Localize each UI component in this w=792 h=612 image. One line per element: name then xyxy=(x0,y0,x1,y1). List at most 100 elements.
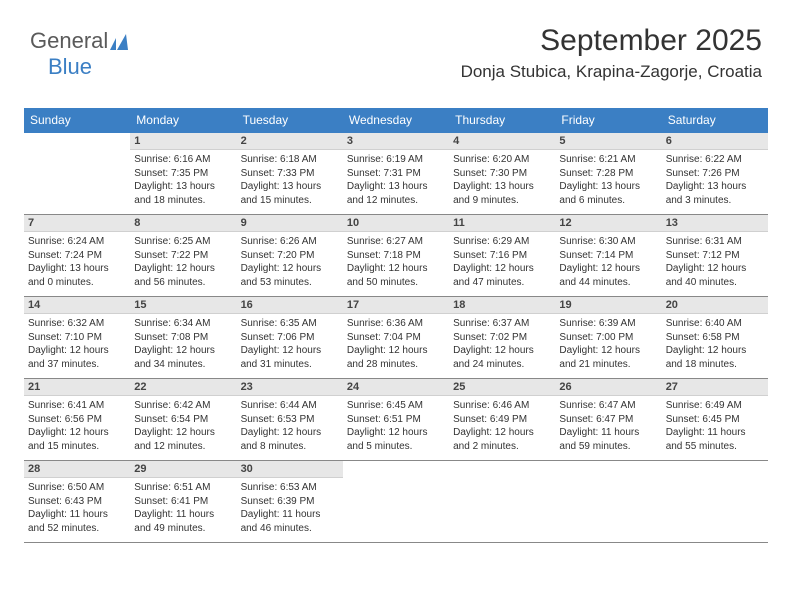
day-number: 15 xyxy=(130,297,236,314)
calendar-day-cell: 26Sunrise: 6:47 AMSunset: 6:47 PMDayligh… xyxy=(555,379,661,461)
sunset-text: Sunset: 6:53 PM xyxy=(241,413,339,427)
day-details: Sunrise: 6:51 AMSunset: 6:41 PMDaylight:… xyxy=(130,478,236,539)
day-details: Sunrise: 6:40 AMSunset: 6:58 PMDaylight:… xyxy=(662,314,768,375)
calendar-day-cell: 6Sunrise: 6:22 AMSunset: 7:26 PMDaylight… xyxy=(662,133,768,215)
sunset-text: Sunset: 6:43 PM xyxy=(28,495,126,509)
day-number: 26 xyxy=(555,379,661,396)
calendar-day-cell: 29Sunrise: 6:51 AMSunset: 6:41 PMDayligh… xyxy=(130,461,236,543)
sunset-text: Sunset: 7:10 PM xyxy=(28,331,126,345)
sunset-text: Sunset: 7:33 PM xyxy=(241,167,339,181)
brand-part2: Blue xyxy=(48,54,92,79)
daylight-text: Daylight: 13 hours and 15 minutes. xyxy=(241,180,339,207)
daylight-text: Daylight: 13 hours and 6 minutes. xyxy=(559,180,657,207)
sunset-text: Sunset: 6:47 PM xyxy=(559,413,657,427)
sunrise-text: Sunrise: 6:21 AM xyxy=(559,153,657,167)
day-number: 19 xyxy=(555,297,661,314)
daylight-text: Daylight: 12 hours and 18 minutes. xyxy=(666,344,764,371)
day-number: 11 xyxy=(449,215,555,232)
sunset-text: Sunset: 6:49 PM xyxy=(453,413,551,427)
day-number: 17 xyxy=(343,297,449,314)
sunset-text: Sunset: 7:26 PM xyxy=(666,167,764,181)
day-number: 23 xyxy=(237,379,343,396)
sunrise-text: Sunrise: 6:31 AM xyxy=(666,235,764,249)
day-number: 21 xyxy=(24,379,130,396)
sunrise-text: Sunrise: 6:46 AM xyxy=(453,399,551,413)
sunrise-text: Sunrise: 6:32 AM xyxy=(28,317,126,331)
daylight-text: Daylight: 12 hours and 50 minutes. xyxy=(347,262,445,289)
day-details: Sunrise: 6:29 AMSunset: 7:16 PMDaylight:… xyxy=(449,232,555,293)
sunset-text: Sunset: 6:41 PM xyxy=(134,495,232,509)
sunrise-text: Sunrise: 6:51 AM xyxy=(134,481,232,495)
day-number xyxy=(449,461,555,465)
sunrise-text: Sunrise: 6:42 AM xyxy=(134,399,232,413)
daylight-text: Daylight: 12 hours and 12 minutes. xyxy=(134,426,232,453)
calendar-day-cell: 14Sunrise: 6:32 AMSunset: 7:10 PMDayligh… xyxy=(24,297,130,379)
daylight-text: Daylight: 11 hours and 52 minutes. xyxy=(28,508,126,535)
sunrise-text: Sunrise: 6:50 AM xyxy=(28,481,126,495)
calendar-day-cell xyxy=(555,461,661,543)
weekday-header: Wednesday xyxy=(343,108,449,133)
calendar-day-cell: 8Sunrise: 6:25 AMSunset: 7:22 PMDaylight… xyxy=(130,215,236,297)
day-number xyxy=(555,461,661,465)
calendar-day-cell: 4Sunrise: 6:20 AMSunset: 7:30 PMDaylight… xyxy=(449,133,555,215)
day-details: Sunrise: 6:37 AMSunset: 7:02 PMDaylight:… xyxy=(449,314,555,375)
page-header: September 2025 Donja Stubica, Krapina-Za… xyxy=(461,24,762,82)
day-details: Sunrise: 6:34 AMSunset: 7:08 PMDaylight:… xyxy=(130,314,236,375)
daylight-text: Daylight: 12 hours and 47 minutes. xyxy=(453,262,551,289)
sunrise-text: Sunrise: 6:20 AM xyxy=(453,153,551,167)
sunset-text: Sunset: 6:56 PM xyxy=(28,413,126,427)
day-number: 6 xyxy=(662,133,768,150)
day-number: 13 xyxy=(662,215,768,232)
calendar-day-cell: 20Sunrise: 6:40 AMSunset: 6:58 PMDayligh… xyxy=(662,297,768,379)
daylight-text: Daylight: 11 hours and 49 minutes. xyxy=(134,508,232,535)
daylight-text: Daylight: 12 hours and 5 minutes. xyxy=(347,426,445,453)
daylight-text: Daylight: 12 hours and 15 minutes. xyxy=(28,426,126,453)
calendar-day-cell: 24Sunrise: 6:45 AMSunset: 6:51 PMDayligh… xyxy=(343,379,449,461)
sunrise-text: Sunrise: 6:49 AM xyxy=(666,399,764,413)
calendar-week-row: 1Sunrise: 6:16 AMSunset: 7:35 PMDaylight… xyxy=(24,133,768,215)
sunrise-text: Sunrise: 6:30 AM xyxy=(559,235,657,249)
calendar-week-row: 28Sunrise: 6:50 AMSunset: 6:43 PMDayligh… xyxy=(24,461,768,543)
daylight-text: Daylight: 13 hours and 12 minutes. xyxy=(347,180,445,207)
day-details: Sunrise: 6:31 AMSunset: 7:12 PMDaylight:… xyxy=(662,232,768,293)
calendar-day-cell: 1Sunrise: 6:16 AMSunset: 7:35 PMDaylight… xyxy=(130,133,236,215)
sunset-text: Sunset: 6:45 PM xyxy=(666,413,764,427)
sunset-text: Sunset: 7:08 PM xyxy=(134,331,232,345)
day-number: 22 xyxy=(130,379,236,396)
sunrise-text: Sunrise: 6:18 AM xyxy=(241,153,339,167)
sunrise-text: Sunrise: 6:25 AM xyxy=(134,235,232,249)
sunset-text: Sunset: 7:00 PM xyxy=(559,331,657,345)
calendar-day-cell: 18Sunrise: 6:37 AMSunset: 7:02 PMDayligh… xyxy=(449,297,555,379)
calendar-day-cell: 10Sunrise: 6:27 AMSunset: 7:18 PMDayligh… xyxy=(343,215,449,297)
day-number: 29 xyxy=(130,461,236,478)
calendar-day-cell: 21Sunrise: 6:41 AMSunset: 6:56 PMDayligh… xyxy=(24,379,130,461)
calendar-day-cell: 5Sunrise: 6:21 AMSunset: 7:28 PMDaylight… xyxy=(555,133,661,215)
day-details: Sunrise: 6:20 AMSunset: 7:30 PMDaylight:… xyxy=(449,150,555,211)
day-details: Sunrise: 6:35 AMSunset: 7:06 PMDaylight:… xyxy=(237,314,343,375)
day-details: Sunrise: 6:22 AMSunset: 7:26 PMDaylight:… xyxy=(662,150,768,211)
daylight-text: Daylight: 12 hours and 34 minutes. xyxy=(134,344,232,371)
day-details: Sunrise: 6:30 AMSunset: 7:14 PMDaylight:… xyxy=(555,232,661,293)
day-details: Sunrise: 6:27 AMSunset: 7:18 PMDaylight:… xyxy=(343,232,449,293)
sunrise-text: Sunrise: 6:44 AM xyxy=(241,399,339,413)
daylight-text: Daylight: 12 hours and 53 minutes. xyxy=(241,262,339,289)
calendar-table: Sunday Monday Tuesday Wednesday Thursday… xyxy=(24,108,768,543)
sunset-text: Sunset: 6:39 PM xyxy=(241,495,339,509)
sunrise-text: Sunrise: 6:37 AM xyxy=(453,317,551,331)
day-details: Sunrise: 6:47 AMSunset: 6:47 PMDaylight:… xyxy=(555,396,661,457)
day-number xyxy=(662,461,768,465)
daylight-text: Daylight: 13 hours and 18 minutes. xyxy=(134,180,232,207)
calendar-day-cell: 13Sunrise: 6:31 AMSunset: 7:12 PMDayligh… xyxy=(662,215,768,297)
day-details: Sunrise: 6:32 AMSunset: 7:10 PMDaylight:… xyxy=(24,314,130,375)
sunset-text: Sunset: 7:31 PM xyxy=(347,167,445,181)
sunset-text: Sunset: 7:06 PM xyxy=(241,331,339,345)
daylight-text: Daylight: 12 hours and 21 minutes. xyxy=(559,344,657,371)
day-number: 25 xyxy=(449,379,555,396)
day-number: 24 xyxy=(343,379,449,396)
daylight-text: Daylight: 12 hours and 24 minutes. xyxy=(453,344,551,371)
day-number: 5 xyxy=(555,133,661,150)
day-number: 20 xyxy=(662,297,768,314)
day-details: Sunrise: 6:25 AMSunset: 7:22 PMDaylight:… xyxy=(130,232,236,293)
sunrise-text: Sunrise: 6:35 AM xyxy=(241,317,339,331)
daylight-text: Daylight: 13 hours and 9 minutes. xyxy=(453,180,551,207)
